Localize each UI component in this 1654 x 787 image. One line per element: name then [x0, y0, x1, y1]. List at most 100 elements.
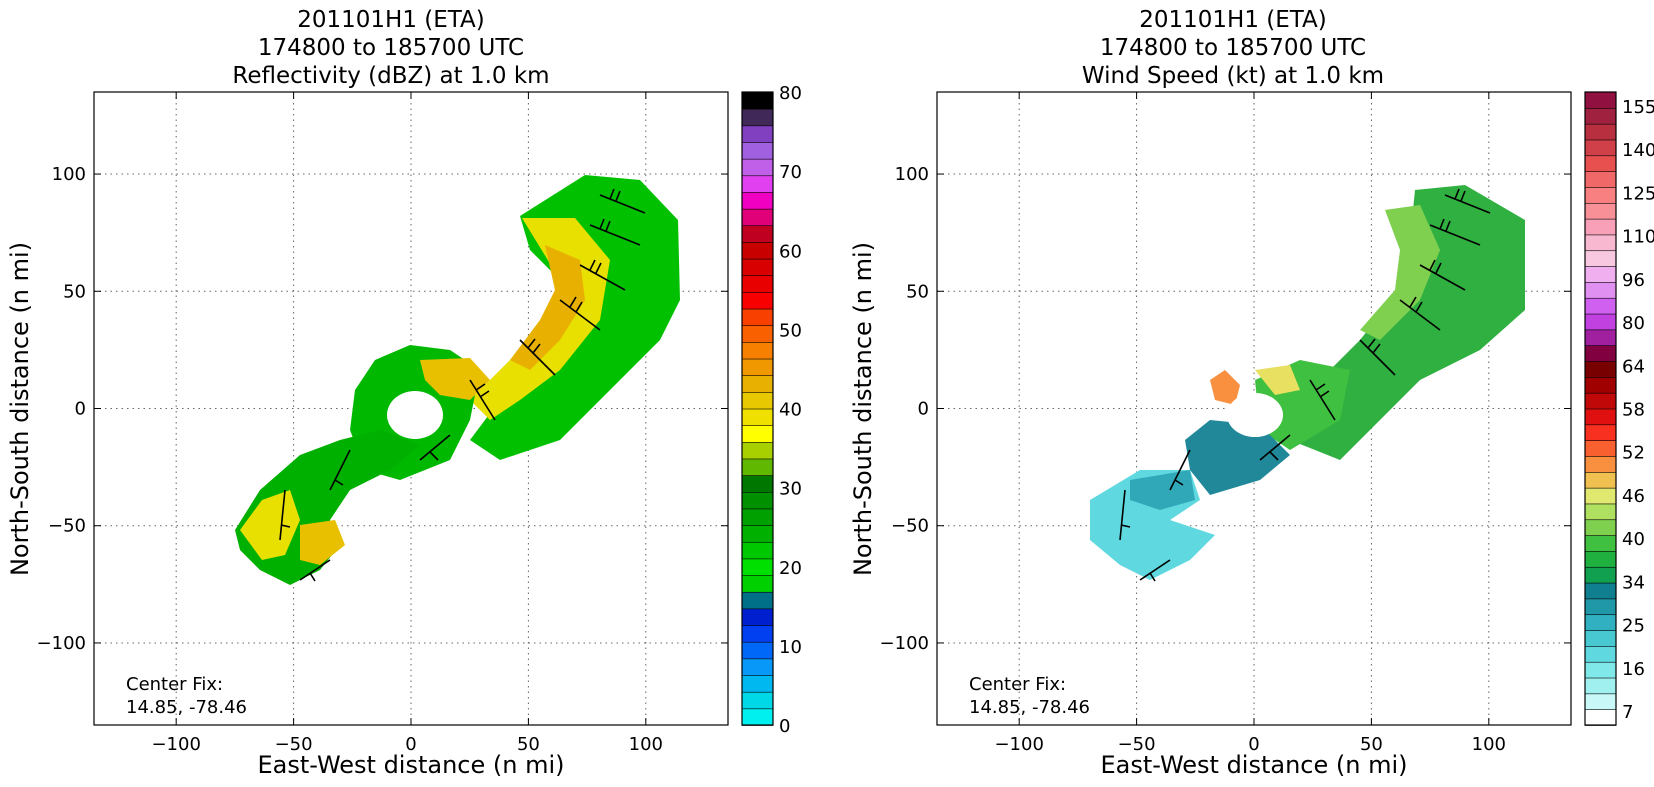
colorbar-segment: [741, 258, 774, 277]
colorbar-segment: [741, 191, 774, 210]
right-x-ticks: −100 −50 0 50 100: [994, 92, 1506, 755]
left-center-fix-value: 14.85, -78.46: [126, 697, 247, 718]
y-tick-label: 0: [918, 399, 929, 420]
colorbar-tick-label: 46: [1622, 486, 1645, 507]
left-title-line-3: Reflectivity (dBZ) at 1.0 km: [232, 63, 549, 89]
colorbar-segment: [1584, 202, 1617, 220]
colorbar-segment: [1584, 186, 1617, 204]
wind-barb: [1429, 218, 1481, 246]
wind-barb: [329, 449, 351, 491]
colorbar-segment: [1584, 661, 1617, 679]
colorbar-segment: [741, 408, 774, 426]
wind-band-ne-light: [1360, 205, 1440, 340]
colorbar-segment: [741, 624, 774, 643]
reflectivity-eyewall-max: [420, 358, 490, 400]
colorbar-tick-label: 40: [1622, 529, 1645, 550]
x-tick-label: 50: [517, 734, 540, 755]
colorbar-segment: [1584, 155, 1617, 172]
colorbar-segment: [1584, 265, 1617, 283]
wind-eyewall-orange: [1210, 370, 1240, 405]
colorbar-tick-label: 80: [1622, 313, 1645, 334]
colorbar-tick-label: 34: [1622, 572, 1645, 593]
x-tick-label: 100: [629, 734, 663, 755]
right-y-axis-label: North-South distance (n mi): [849, 242, 877, 576]
colorbar-segment: [1584, 471, 1617, 489]
colorbar-segment: [741, 591, 774, 610]
x-tick-label: −100: [994, 734, 1043, 755]
colorbar-segment: [741, 374, 774, 393]
y-tick-label: −100: [37, 633, 86, 654]
colorbar-segment: [741, 241, 774, 260]
wind-band-sw-dark: [1130, 470, 1195, 510]
y-tick-label: 50: [63, 281, 86, 302]
colorbar-segment: [741, 491, 774, 510]
colorbar-tick-label: 7: [1622, 702, 1633, 723]
right-y-ticks: 100 50 0 −50 −100: [880, 164, 1571, 654]
colorbar-segment: [1584, 139, 1617, 157]
colorbar-segment: [1584, 344, 1617, 362]
left-title-line-2: 174800 to 185700 UTC: [258, 35, 524, 61]
colorbar-segment: [1584, 170, 1617, 188]
wind-speed-colorbar: [1584, 91, 1617, 726]
colorbar-segment: [741, 458, 774, 476]
colorbar-segment: [741, 574, 774, 593]
right-center-fix-label: Center Fix:: [969, 674, 1066, 695]
colorbar-segment: [741, 691, 774, 710]
colorbar-segment: [741, 324, 774, 343]
y-tick-label: −50: [891, 516, 929, 537]
colorbar-tick-label: 30: [779, 479, 802, 500]
colorbar-segment: [741, 108, 774, 127]
y-tick-label: 100: [895, 164, 929, 185]
colorbar-segment: [1584, 107, 1617, 125]
wind-barb: [1444, 188, 1491, 214]
colorbar-segment: [741, 424, 774, 443]
colorbar-segment: [1584, 677, 1617, 695]
colorbar-tick-label: 10: [779, 637, 802, 658]
left-y-ticks: 100 50 0 −50 −100: [37, 164, 728, 654]
colorbar-segment: [1584, 91, 1617, 109]
wind-barb: [519, 338, 556, 376]
colorbar-segment: [1584, 645, 1617, 663]
colorbar-segment: [1584, 708, 1617, 726]
y-tick-label: 0: [75, 399, 86, 420]
colorbar-segment: [741, 508, 774, 526]
colorbar-segment: [1584, 281, 1617, 299]
wind-barb: [579, 259, 626, 291]
colorbar-segment: [1584, 566, 1617, 584]
colorbar-segment: [1584, 424, 1617, 441]
colorbar-segment: [1584, 123, 1617, 141]
colorbar-tick-label: 70: [779, 162, 802, 183]
colorbar-tick-label: 58: [1622, 400, 1645, 421]
wind-barb: [589, 218, 641, 246]
right-center-fix-value: 14.85, -78.46: [969, 697, 1090, 718]
y-tick-label: −50: [48, 516, 86, 537]
x-tick-label: −50: [1118, 734, 1156, 755]
right-wind-barbs: [1119, 188, 1491, 582]
wind-barb: [599, 188, 646, 214]
colorbar-segment: [741, 708, 774, 726]
left-wind-barbs: [279, 188, 646, 582]
colorbar-segment: [741, 91, 774, 110]
left-x-axis-label: East-West distance (n mi): [257, 751, 564, 779]
colorbar-tick-label: 20: [779, 558, 802, 579]
wind-barb: [299, 559, 331, 582]
colorbar-segment: [741, 524, 774, 543]
colorbar-segment: [741, 641, 774, 660]
x-tick-label: 100: [1472, 734, 1506, 755]
colorbar-segment: [1584, 598, 1617, 616]
colorbar-segment: [741, 358, 774, 376]
colorbar-segment: [741, 158, 774, 177]
colorbar-segment: [741, 658, 774, 676]
colorbar-segment: [1584, 455, 1617, 473]
y-tick-label: 100: [52, 164, 86, 185]
colorbar-tick-label: 60: [779, 241, 802, 262]
colorbar-segment: [1584, 234, 1617, 252]
wind-barb: [1399, 296, 1441, 331]
colorbar-segment: [741, 208, 774, 227]
colorbar-segment: [1584, 439, 1617, 457]
colorbar-tick-label: 0: [779, 716, 790, 737]
colorbar-tick-label: 155: [1622, 97, 1654, 118]
y-tick-label: −100: [880, 633, 929, 654]
